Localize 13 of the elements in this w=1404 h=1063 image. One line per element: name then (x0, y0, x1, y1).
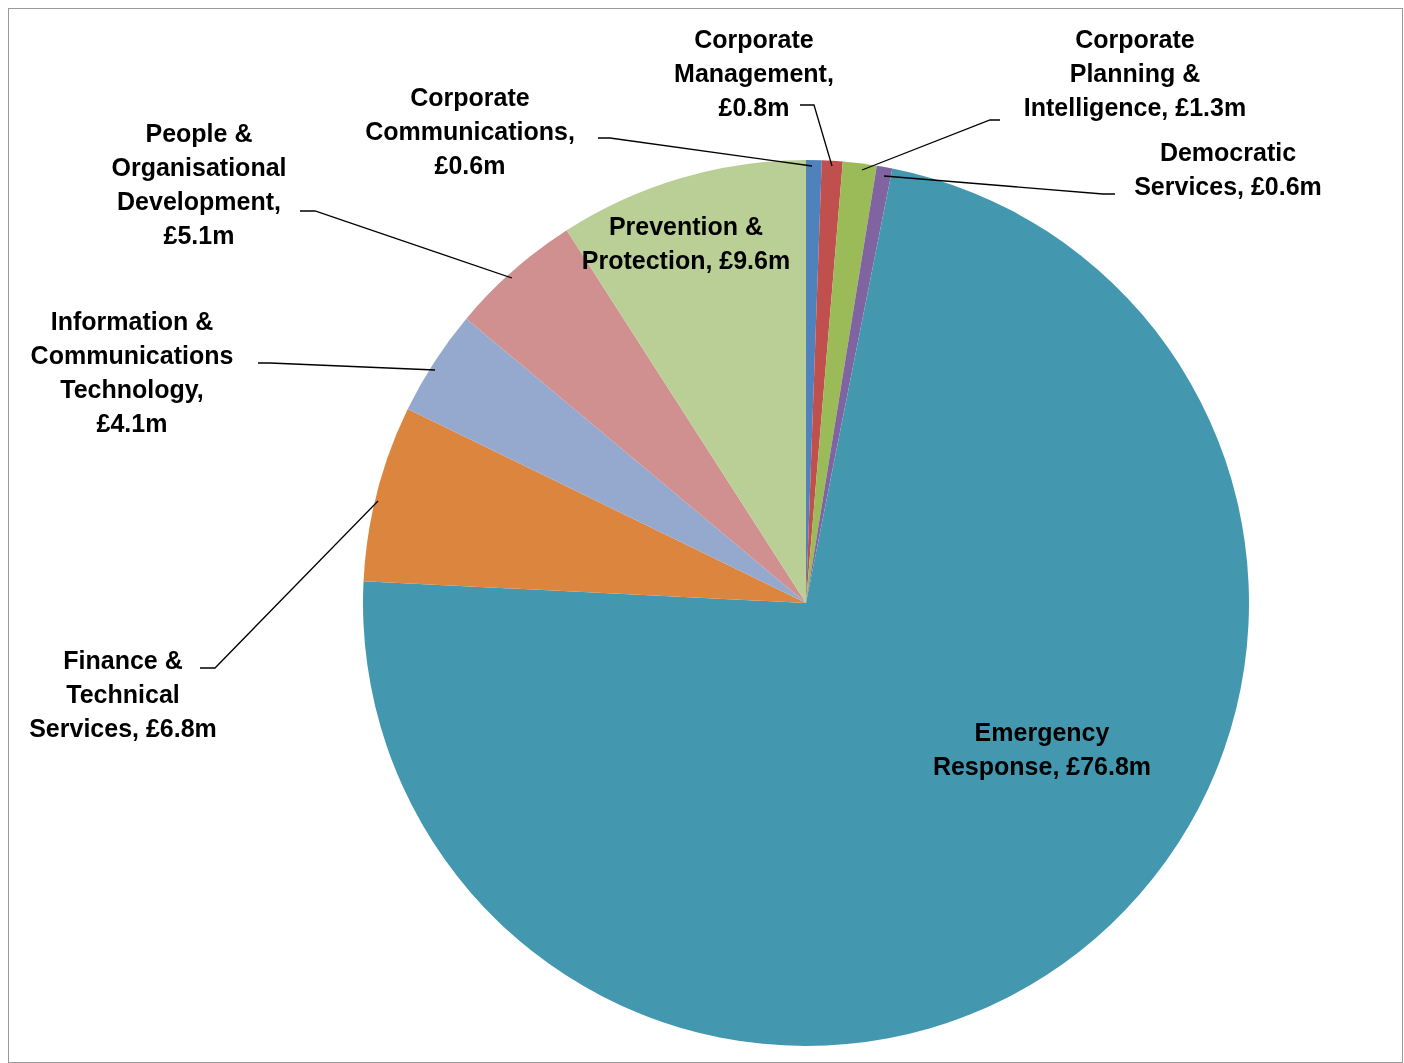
slice-label: People & Organisational Development, £5.1m (111, 119, 287, 249)
slice-label: Corporate Communications, £0.6m (365, 83, 575, 179)
pie-slice (806, 161, 877, 603)
pie-slice (566, 160, 806, 603)
slice-label: Information & Communications Technology, £4.1m (30, 307, 234, 437)
slice-label: Emergency Response, £76.8m (932, 718, 1152, 780)
slice-label: Corporate Management, £0.8m (674, 25, 834, 121)
slice-label: Finance & Technical Services, £6.8m (29, 646, 217, 742)
pie-slice (407, 318, 806, 603)
slice-label: Democratic Services, £0.6m (1134, 138, 1322, 200)
slice-label: Corporate Planning & Intelligence, £1.3m (1023, 25, 1247, 121)
pie-slice (363, 409, 806, 603)
slice-label: Prevention & Protection, £9.6m (581, 212, 791, 274)
